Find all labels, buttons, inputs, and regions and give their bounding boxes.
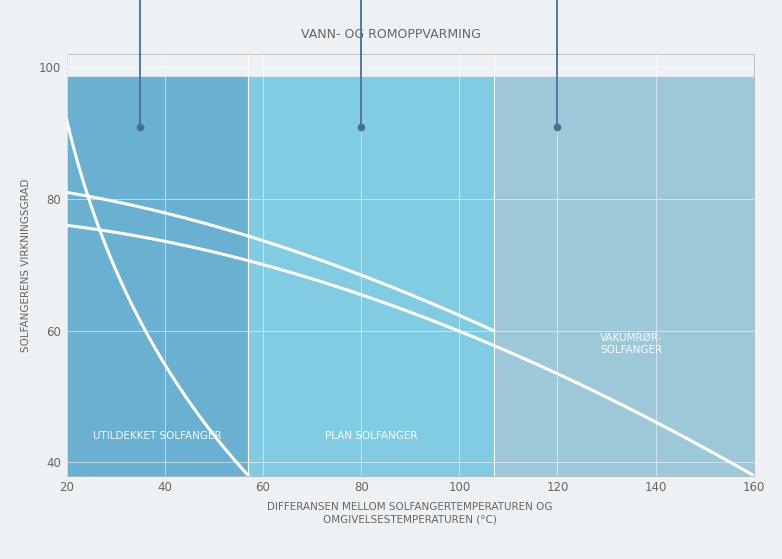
- Text: VAKUMRØR-
SOLFANGER: VAKUMRØR- SOLFANGER: [600, 333, 662, 354]
- Y-axis label: SOLFANGERENS VIRKNINGSGRAD: SOLFANGERENS VIRKNINGSGRAD: [20, 178, 30, 352]
- Text: PLAN SOLFANGER: PLAN SOLFANGER: [325, 431, 418, 441]
- X-axis label: DIFFERANSEN MELLOM SOLFANGERTEMPERATUREN OG
OMGIVELSESTEMPERATUREN (°C): DIFFERANSEN MELLOM SOLFANGERTEMPERATUREN…: [267, 503, 553, 524]
- Text: VANN- OG ROMOPPVARMING: VANN- OG ROMOPPVARMING: [301, 28, 481, 41]
- Text: UTILDEKKET SOLFANGER: UTILDEKKET SOLFANGER: [93, 431, 222, 441]
